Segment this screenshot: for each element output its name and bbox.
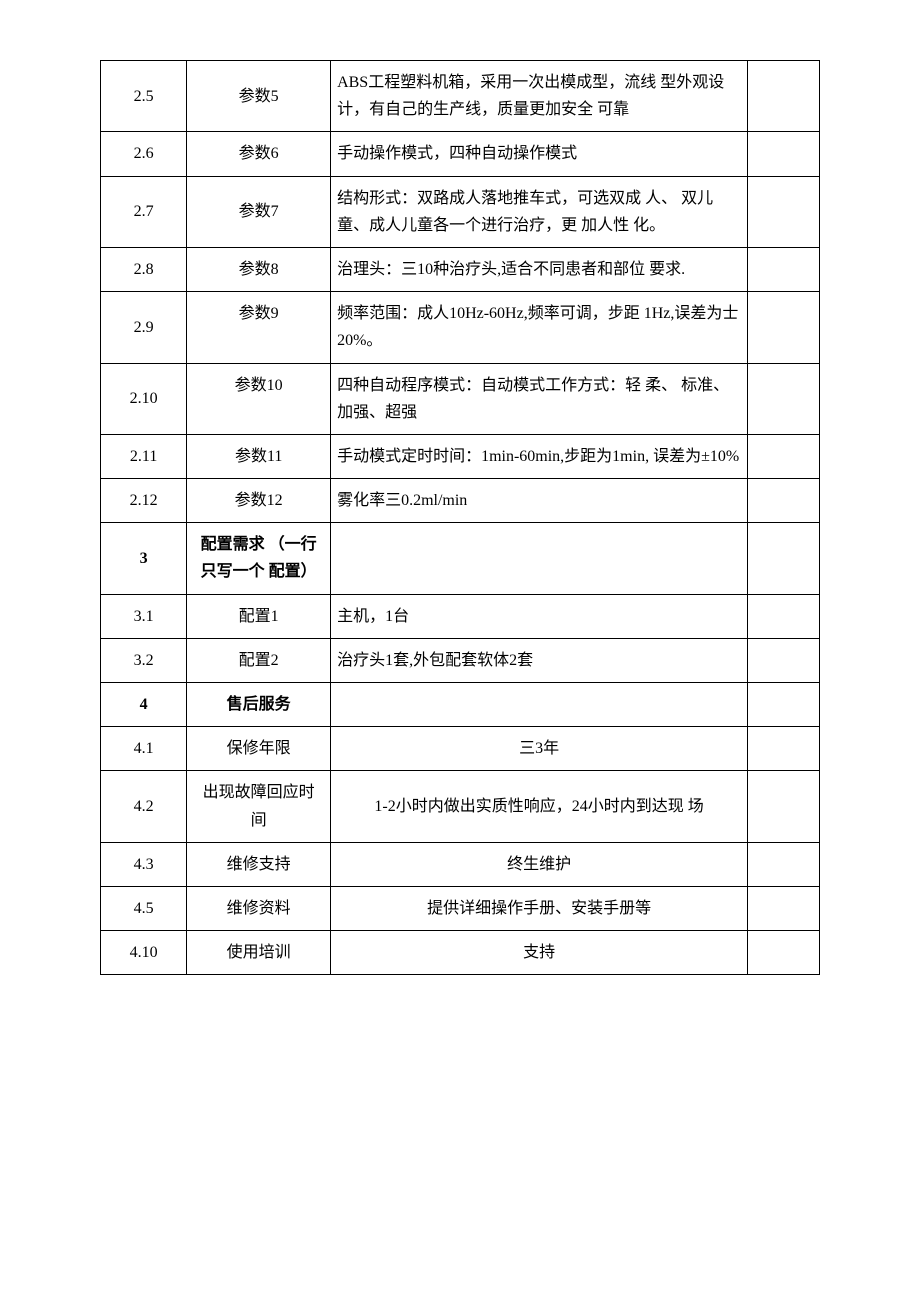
row-desc: 雾化率三0.2ml/min xyxy=(331,479,748,523)
row-name: 维修支持 xyxy=(187,842,331,886)
row-extra xyxy=(748,842,820,886)
spec-table-body: 2.5参数5 ABS工程塑料机箱，采用一次出模成型，流线 型外观设计，有自己的生… xyxy=(101,61,820,975)
table-row: 4售后服务 xyxy=(101,683,820,727)
row-index: 2.6 xyxy=(101,132,187,176)
row-desc: 主机，1台 xyxy=(331,594,748,638)
row-index: 4 xyxy=(101,683,187,727)
row-desc: 治疗头1套,外包配套软体2套 xyxy=(331,638,748,682)
table-row: 4.1保修年限三3年 xyxy=(101,727,820,771)
row-index: 4.5 xyxy=(101,886,187,930)
row-name: 配置2 xyxy=(187,638,331,682)
table-row: 2.12参数12雾化率三0.2ml/min xyxy=(101,479,820,523)
row-desc: 1-2小时内做出实质性响应，24小时内到达现 场 xyxy=(331,771,748,842)
row-desc: 手动模式定时时间：1min-60min,步距为1min, 误差为±10% xyxy=(331,434,748,478)
row-name: 配置需求 （一行只写一个 配置） xyxy=(187,523,331,594)
row-extra xyxy=(748,683,820,727)
row-desc: 终生维护 xyxy=(331,842,748,886)
row-name: 维修资料 xyxy=(187,886,331,930)
row-desc: 三3年 xyxy=(331,727,748,771)
row-extra xyxy=(748,886,820,930)
row-desc: 四种自动程序模式：自动模式工作方式：轻 柔、 标准、加强、超强 xyxy=(331,363,748,434)
table-row: 2.8参数8 治理头：三10种治疗头,适合不同患者和部位 要求. xyxy=(101,247,820,291)
row-index: 3.1 xyxy=(101,594,187,638)
row-index: 2.10 xyxy=(101,363,187,434)
table-row: 2.6参数6手动操作模式，四种自动操作模式 xyxy=(101,132,820,176)
table-row: 3配置需求 （一行只写一个 配置） xyxy=(101,523,820,594)
row-name: 售后服务 xyxy=(187,683,331,727)
table-row: 3.2配置2治疗头1套,外包配套软体2套 xyxy=(101,638,820,682)
row-index: 2.7 xyxy=(101,176,187,247)
row-extra xyxy=(748,176,820,247)
row-index: 2.12 xyxy=(101,479,187,523)
row-desc: ABS工程塑料机箱，采用一次出模成型，流线 型外观设计，有自己的生产线，质量更加… xyxy=(331,61,748,132)
row-extra xyxy=(748,292,820,363)
table-row: 4.5维修资料提供详细操作手册、安装手册等 xyxy=(101,886,820,930)
table-row: 2.10参数10 四种自动程序模式：自动模式工作方式：轻 柔、 标准、加强、超强 xyxy=(101,363,820,434)
row-index: 3 xyxy=(101,523,187,594)
row-index: 3.2 xyxy=(101,638,187,682)
row-index: 2.5 xyxy=(101,61,187,132)
row-name: 参数6 xyxy=(187,132,331,176)
table-row: 2.5参数5 ABS工程塑料机箱，采用一次出模成型，流线 型外观设计，有自己的生… xyxy=(101,61,820,132)
row-desc: 提供详细操作手册、安装手册等 xyxy=(331,886,748,930)
row-name: 参数8 xyxy=(187,247,331,291)
row-name: 出现故障回应时 间 xyxy=(187,771,331,842)
row-index: 2.9 xyxy=(101,292,187,363)
row-extra xyxy=(748,523,820,594)
row-desc: 频率范围：成人10Hz-60Hz,频率可调，步距 1Hz,误差为士20%。 xyxy=(331,292,748,363)
row-index: 4.2 xyxy=(101,771,187,842)
row-name: 参数9 xyxy=(187,292,331,363)
row-desc: 治理头：三10种治疗头,适合不同患者和部位 要求. xyxy=(331,247,748,291)
row-extra xyxy=(748,594,820,638)
row-desc: 支持 xyxy=(331,931,748,975)
row-name: 参数7 xyxy=(187,176,331,247)
row-name: 使用培训 xyxy=(187,931,331,975)
row-index: 2.11 xyxy=(101,434,187,478)
table-row: 2.9参数9 频率范围：成人10Hz-60Hz,频率可调，步距 1Hz,误差为士… xyxy=(101,292,820,363)
table-row: 4.2出现故障回应时 间1-2小时内做出实质性响应，24小时内到达现 场 xyxy=(101,771,820,842)
table-row: 4.10使用培训支持 xyxy=(101,931,820,975)
row-name: 参数12 xyxy=(187,479,331,523)
row-name: 保修年限 xyxy=(187,727,331,771)
row-extra xyxy=(748,727,820,771)
row-extra xyxy=(748,479,820,523)
table-row: 2.7参数7 结构形式：双路成人落地推车式，可选双成 人、 双儿童、成人儿童各一… xyxy=(101,176,820,247)
row-extra xyxy=(748,363,820,434)
row-desc: 手动操作模式，四种自动操作模式 xyxy=(331,132,748,176)
row-name: 参数5 xyxy=(187,61,331,132)
row-desc xyxy=(331,523,748,594)
row-desc xyxy=(331,683,748,727)
row-extra xyxy=(748,247,820,291)
table-row: 2.11参数11 手动模式定时时间：1min-60min,步距为1min, 误差… xyxy=(101,434,820,478)
row-extra xyxy=(748,771,820,842)
row-extra xyxy=(748,61,820,132)
row-extra xyxy=(748,931,820,975)
row-index: 2.8 xyxy=(101,247,187,291)
row-extra xyxy=(748,434,820,478)
spec-table: 2.5参数5 ABS工程塑料机箱，采用一次出模成型，流线 型外观设计，有自己的生… xyxy=(100,60,820,975)
row-index: 4.1 xyxy=(101,727,187,771)
row-extra xyxy=(748,638,820,682)
row-index: 4.10 xyxy=(101,931,187,975)
row-name: 参数11 xyxy=(187,434,331,478)
table-row: 3.1配置1主机，1台 xyxy=(101,594,820,638)
row-desc: 结构形式：双路成人落地推车式，可选双成 人、 双儿童、成人儿童各一个进行治疗，更… xyxy=(331,176,748,247)
row-name: 配置1 xyxy=(187,594,331,638)
row-name: 参数10 xyxy=(187,363,331,434)
row-index: 4.3 xyxy=(101,842,187,886)
row-extra xyxy=(748,132,820,176)
table-row: 4.3维修支持终生维护 xyxy=(101,842,820,886)
